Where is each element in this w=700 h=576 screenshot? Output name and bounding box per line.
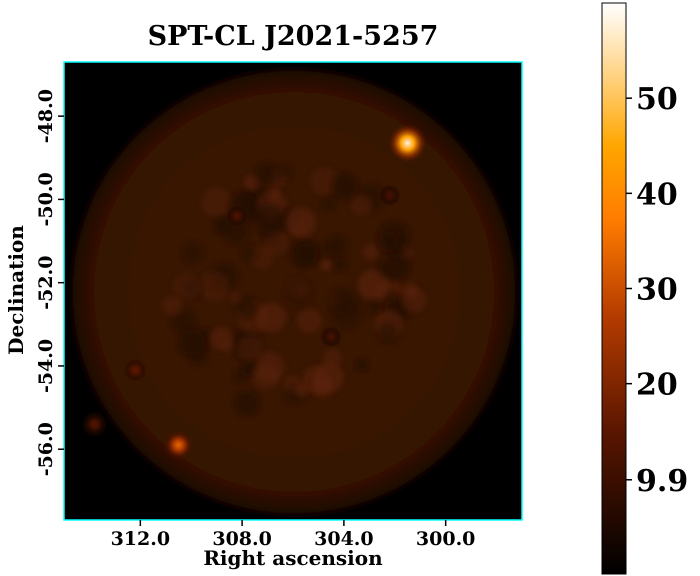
heatmap-panel (63, 61, 523, 521)
point-source (162, 429, 195, 461)
x-tick-label: 312.0 (111, 528, 171, 550)
noise-blob (234, 390, 260, 416)
chart-title: SPT-CL J2021-5257 (148, 21, 439, 52)
noise-blob (355, 358, 369, 372)
x-tick-label: 300.0 (416, 528, 476, 550)
noise-blob (295, 382, 309, 397)
noise-blob (321, 196, 336, 212)
noise-blob (276, 164, 293, 181)
y-axis-ticks: -48.0 -50.0 -52.0 -54.0 -56.0 (35, 89, 64, 476)
noise-blob (252, 363, 280, 390)
noise-blob (254, 203, 286, 235)
point-source (319, 324, 344, 349)
y-tick-label: -52.0 (35, 256, 57, 310)
noise-blob (178, 329, 206, 356)
noise-blob (351, 194, 373, 216)
noise-blob (182, 242, 204, 264)
noise-blob (255, 184, 270, 199)
plot-frame (63, 61, 523, 521)
noise-blob (201, 187, 232, 218)
noise-blob (256, 302, 287, 333)
noise-blob (285, 207, 316, 238)
noise-blob (320, 259, 332, 272)
noise-blob (362, 243, 379, 260)
y-axis-label: Declination (4, 225, 28, 355)
noise-blob (310, 167, 339, 196)
noise-blob (171, 308, 196, 334)
background-noise (162, 162, 427, 416)
x-tick-label: 308.0 (212, 528, 272, 550)
colorbar-tick-label: 40 (636, 177, 678, 212)
point-source (82, 411, 107, 437)
noise-blob (237, 335, 262, 361)
noise-blob (357, 269, 390, 301)
y-tick-label: -50.0 (35, 172, 57, 226)
point-source (377, 183, 402, 208)
point-source (224, 203, 250, 229)
noise-blob (232, 369, 248, 384)
noise-blob (255, 162, 279, 187)
noise-blob (264, 230, 290, 255)
x-axis-ticks: 312.0 308.0 304.0 300.0 (111, 520, 476, 550)
noise-blob (282, 277, 313, 308)
y-tick-label: -56.0 (35, 422, 57, 476)
noise-blob (295, 242, 318, 265)
colorbar-tick-label: 50 (636, 82, 678, 117)
noise-blob (198, 271, 230, 302)
noise-blob (378, 322, 399, 343)
noise-blob (240, 244, 258, 262)
noise-blob (313, 362, 344, 393)
point-source (387, 123, 428, 163)
noise-blob (367, 299, 383, 314)
noise-blob (173, 273, 201, 300)
colorbar-tick-label: 9.9 (636, 464, 688, 499)
noise-blob (378, 252, 407, 281)
noise-blob (329, 288, 357, 315)
noise-blob (162, 295, 183, 316)
noise-blob (221, 340, 235, 354)
colorbar-tick-label: 20 (636, 368, 678, 403)
x-tick-label: 304.0 (314, 528, 374, 550)
noise-blob (333, 256, 348, 272)
colorbar-tick-label: 30 (636, 273, 678, 308)
x-axis-label: Right ascension (203, 546, 383, 570)
noise-blob (331, 173, 358, 200)
point-sources (82, 123, 428, 461)
noise-blob (318, 242, 334, 258)
colorbar: 9.9 20 30 40 50 (601, 2, 688, 575)
colorbar-ticks: 9.9 20 30 40 50 (626, 82, 688, 499)
noise-blob (401, 287, 427, 313)
noise-blob (296, 308, 322, 334)
colorbar-gradient (601, 2, 627, 575)
noise-blob (228, 291, 242, 305)
y-tick-label: -54.0 (35, 339, 57, 393)
noise-blob (234, 296, 258, 319)
y-tick-label: -48.0 (35, 89, 57, 143)
point-source (122, 357, 148, 383)
